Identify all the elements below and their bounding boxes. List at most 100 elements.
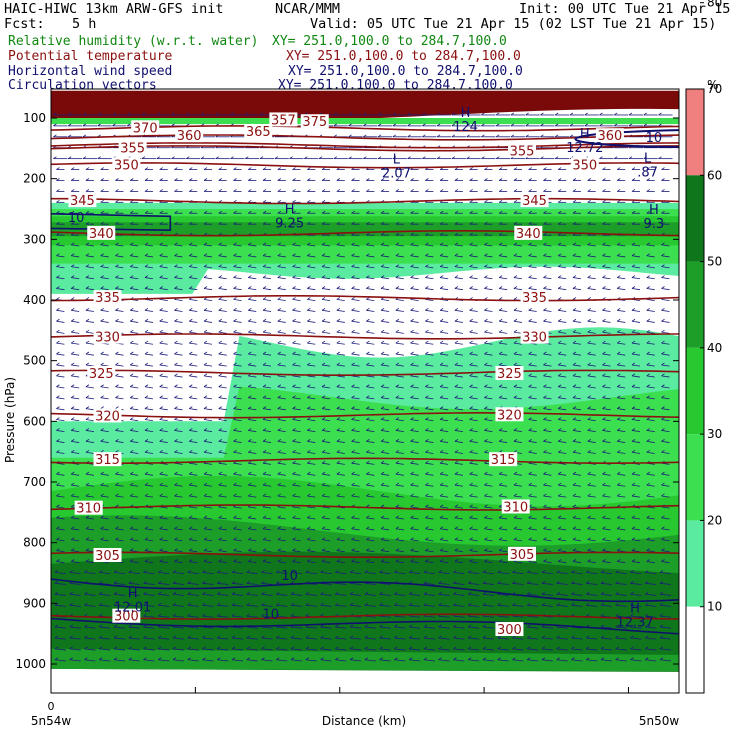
wind-vector [499,484,508,487]
wind-vector [631,484,641,487]
wind-vector [513,539,522,542]
y-tick-label: 200 [23,172,46,186]
wind-vector-head [661,178,665,181]
wind-vector [307,495,316,498]
wind-vector-head [202,591,206,595]
wind-vector-head [572,307,577,311]
wind-vector [307,331,316,334]
wind-vector [100,484,109,487]
wind-vector-head [305,646,310,650]
wind-vector-head [336,428,341,431]
wind-vector [143,648,155,651]
wind-vector [572,288,582,291]
wind-vector [556,604,568,607]
wind-vector-head [659,613,664,617]
wind-vector-head [587,537,591,540]
wind-vector [246,637,258,640]
wind-vector-head [349,602,354,606]
wind-vector [587,430,596,433]
wind-vector [469,539,478,542]
wind-vector-head [277,264,282,267]
wind-vector [189,255,198,258]
wind-vector-head [557,275,562,278]
wind-vector-head [646,428,650,431]
wind-vector [322,244,331,247]
wind-vector-head [233,178,237,181]
wind-vector-head [380,362,385,366]
wind-vector-head [292,428,296,431]
wind-vector-head [513,189,518,192]
wind-vector-head [336,406,341,409]
wind-vector-head [587,406,591,409]
wind-vector [307,364,316,367]
wind-vector-head [126,123,131,127]
wind-vector [115,288,124,291]
wind-vector-head [248,275,252,278]
wind-vector [617,397,626,400]
wind-contour-10-upper-right [574,129,679,149]
wind-vector-head [174,253,178,257]
wind-vector [469,495,478,498]
wind-vector [410,473,419,476]
wind-vector-head [276,657,280,661]
wind-vector [172,572,185,575]
wind-vector [425,495,434,498]
wind-vector-head [292,297,296,300]
wind-vector-head [451,123,456,127]
wind-vector [292,364,301,367]
wind-vector-head [217,613,221,617]
wind-vector-head [129,526,134,530]
wind-vector-head [307,189,311,192]
wind-vector-head [661,537,665,540]
wind-vector-head [469,340,473,344]
wind-vector-head [602,548,606,551]
wind-vector [659,637,672,640]
wind-vector [203,277,213,280]
wind-vector-head [321,406,326,409]
wind-vector [543,517,552,520]
wind-vector-head [469,318,473,322]
wind-vector-head [85,307,90,311]
wind-vector [425,255,434,258]
wind-vector-head [498,471,503,475]
wind-vector [425,430,434,433]
wind-vector-head [115,428,119,431]
wind-vector [586,582,598,585]
wind-vector [115,484,124,487]
wind-vector [292,539,301,542]
wind-vector [336,320,345,323]
wind-vector-head [189,395,193,399]
wind-vector [484,266,493,269]
wind-vector-head [425,329,429,333]
wind-vector [100,517,109,520]
wind-vector [262,353,272,356]
wind-vector-head [69,570,73,573]
wind-vector-head [454,493,459,497]
wind-vector-head [543,242,547,246]
wind-vector-head [159,373,163,377]
wind-vector-head [144,515,149,519]
wind-vector-head [366,329,370,333]
wind-vector [484,277,493,280]
wind-vector-head [646,307,650,311]
wind-vector-head [497,570,501,573]
wind-vector [248,419,257,422]
wind-vector [187,637,199,640]
wind-vector [85,255,94,258]
theta-label-bg [508,143,536,158]
wind-vector [292,299,301,302]
wind-vector [617,419,626,422]
wind-vector [602,288,611,291]
wind-vector-head [380,384,385,388]
wind-vector-head [425,482,429,486]
wind-vector [56,266,65,269]
wind-vector-head [484,167,488,170]
wind-vector-head [469,264,473,267]
wind-vector-head [526,570,531,573]
wind-vector-head [528,417,532,420]
colorbar-tick-label: 20 [707,513,722,527]
wind-vector-head [425,493,429,497]
wind-vector-head [557,559,562,562]
wind-vector [276,593,288,596]
theta-contour-360 [51,134,679,141]
